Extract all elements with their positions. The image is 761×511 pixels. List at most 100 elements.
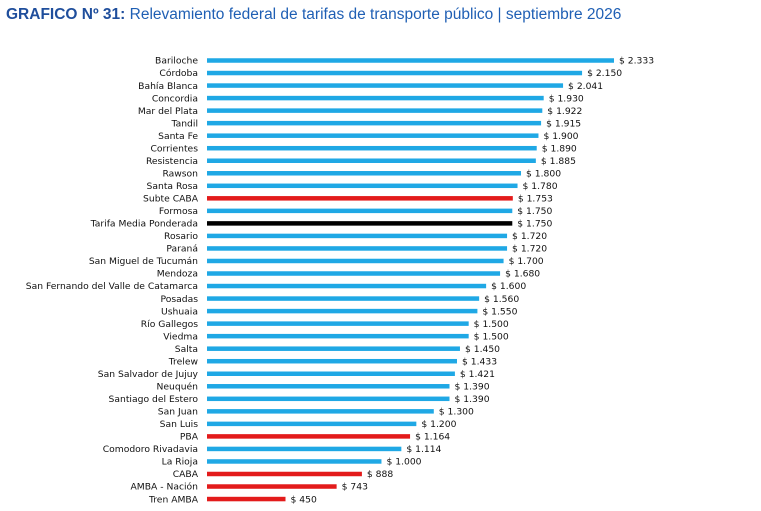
value-label-santiago-del-estero: $ 1.390 xyxy=(454,394,489,405)
category-label-ushuaia: Ushuaia xyxy=(161,306,198,317)
bar-bahia-blanca xyxy=(207,83,564,88)
category-label-salta: Salta xyxy=(175,344,198,355)
chart-title-text: Relevamiento federal de tarifas de trans… xyxy=(129,6,622,23)
value-label-pba: $ 1.164 xyxy=(415,432,450,443)
category-label-neuquen: Neuquén xyxy=(157,381,199,392)
chart-title-prefix: GRAFICO Nº 31: xyxy=(6,6,126,23)
value-label-posadas: $ 1.560 xyxy=(484,294,519,305)
value-label-mendoza: $ 1.680 xyxy=(505,269,540,280)
value-label-san-miguel-de-tucuman: $ 1.700 xyxy=(509,256,544,267)
chart-title: GRAFICO Nº 31: Relevamiento federal de t… xyxy=(6,6,621,24)
value-label-neuquen: $ 1.390 xyxy=(454,381,489,392)
value-label-rio-gallegos: $ 1.500 xyxy=(474,319,509,330)
value-label-tren-amba: $ 450 xyxy=(291,494,317,505)
category-label-resistencia: Resistencia xyxy=(146,156,198,167)
bar-tren-amba xyxy=(207,496,286,502)
category-label-bariloche: Bariloche xyxy=(155,56,198,67)
category-label-santa-rosa: Santa Rosa xyxy=(147,181,198,192)
value-label-parana: $ 1.720 xyxy=(512,244,547,255)
bar-bariloche xyxy=(207,58,614,63)
category-label-san-miguel-de-tucuman: San Miguel de Tucumán xyxy=(89,256,198,267)
bar-concordia xyxy=(207,95,544,101)
bar-mar-del-plata xyxy=(207,108,543,113)
bar-trelew xyxy=(207,358,457,364)
category-label-san-salvador-de-jujuy: San Salvador de Jujuy xyxy=(98,369,199,380)
bar-pba xyxy=(207,434,411,439)
value-label-cordoba: $ 2.150 xyxy=(587,68,622,79)
category-label-amba-nacion: AMBA - Nación xyxy=(130,482,198,493)
category-label-caba: CABA xyxy=(173,469,199,480)
value-label-tandil: $ 1.915 xyxy=(546,118,581,129)
bar-comodoro-rivadavia xyxy=(207,446,402,452)
bar-tarifa-media-ponderada xyxy=(207,221,513,226)
value-label-rosario: $ 1.720 xyxy=(512,231,547,242)
category-label-posadas: Posadas xyxy=(161,294,199,305)
value-label-tarifa-media-ponderada: $ 1.750 xyxy=(517,219,552,230)
category-label-mar-del-plata: Mar del Plata xyxy=(138,106,198,117)
category-label-cordoba: Córdoba xyxy=(159,68,198,79)
value-label-mar-del-plata: $ 1.922 xyxy=(547,106,582,117)
value-label-viedma: $ 1.500 xyxy=(474,331,509,342)
value-label-ushuaia: $ 1.550 xyxy=(482,306,517,317)
category-label-rio-gallegos: Río Gallegos xyxy=(141,319,198,330)
value-label-bariloche: $ 2.333 xyxy=(619,56,654,67)
category-label-santa-fe: Santa Fe xyxy=(158,131,198,142)
bar-rawson xyxy=(207,171,522,176)
value-label-amba-nacion: $ 743 xyxy=(342,482,368,493)
category-label-tarifa-media-ponderada: Tarifa Media Ponderada xyxy=(90,219,198,230)
bar-caba xyxy=(207,471,362,477)
value-label-san-luis: $ 1.200 xyxy=(421,419,456,430)
value-label-comodoro-rivadavia: $ 1.114 xyxy=(406,444,441,455)
category-label-tandil: Tandil xyxy=(171,118,198,129)
value-label-bahia-blanca: $ 2.041 xyxy=(568,81,603,92)
category-label-mendoza: Mendoza xyxy=(157,269,198,280)
bar-san-luis xyxy=(207,421,417,427)
category-label-pba: PBA xyxy=(180,432,199,443)
category-label-parana: Paraná xyxy=(166,244,198,255)
category-label-rawson: Rawson xyxy=(162,168,198,179)
value-label-santa-rosa: $ 1.780 xyxy=(523,181,558,192)
value-label-san-juan: $ 1.300 xyxy=(439,407,474,418)
value-label-la-rioja: $ 1.000 xyxy=(386,457,421,468)
value-label-santa-fe: $ 1.900 xyxy=(543,131,578,142)
category-label-subte-caba: Subte CABA xyxy=(143,194,199,205)
category-label-rosario: Rosario xyxy=(164,231,198,242)
bar-tandil xyxy=(207,120,542,126)
bar-san-juan xyxy=(207,409,434,414)
value-label-formosa: $ 1.750 xyxy=(517,206,552,217)
value-label-salta: $ 1.450 xyxy=(465,344,500,355)
category-label-bahia-blanca: Bahía Blanca xyxy=(138,81,198,92)
category-label-santiago-del-estero: Santiago del Estero xyxy=(109,394,199,405)
category-label-san-juan: San Juan xyxy=(158,407,198,418)
category-label-trelew: Trelew xyxy=(168,356,199,367)
value-label-trelew: $ 1.433 xyxy=(462,356,497,367)
bar-cordoba xyxy=(207,70,583,76)
bar-subte-caba xyxy=(207,196,513,201)
bar-san-miguel-de-tucuman xyxy=(207,258,504,264)
value-label-subte-caba: $ 1.753 xyxy=(518,194,553,205)
category-label-san-luis: San Luis xyxy=(160,419,199,430)
value-label-rawson: $ 1.800 xyxy=(526,168,561,179)
bar-san-salvador-de-jujuy xyxy=(207,371,455,376)
category-label-viedma: Viedma xyxy=(163,331,198,342)
category-label-concordia: Concordia xyxy=(152,93,198,104)
category-label-la-rioja: La Rioja xyxy=(162,457,198,468)
bar-corrientes xyxy=(207,145,537,151)
bar-santa-fe xyxy=(207,133,539,138)
category-label-san-fernando-del-valle-de-catamarca: San Fernando del Valle de Catamarca xyxy=(26,281,198,292)
bar-salta xyxy=(207,346,460,351)
bar-santa-rosa xyxy=(207,183,518,189)
bar-la-rioja xyxy=(207,459,382,464)
bar-santiago-del-estero xyxy=(207,396,450,402)
bar-ushuaia xyxy=(207,308,478,314)
bar-formosa xyxy=(207,208,513,214)
value-label-resistencia: $ 1.885 xyxy=(541,156,576,167)
bar-rio-gallegos xyxy=(207,321,469,326)
category-label-formosa: Formosa xyxy=(159,206,198,217)
value-label-caba: $ 888 xyxy=(367,469,393,480)
bar-resistencia xyxy=(207,158,536,163)
bar-parana xyxy=(207,246,508,251)
category-label-tren-amba: Tren AMBA xyxy=(148,494,199,505)
bar-mendoza xyxy=(207,271,501,276)
